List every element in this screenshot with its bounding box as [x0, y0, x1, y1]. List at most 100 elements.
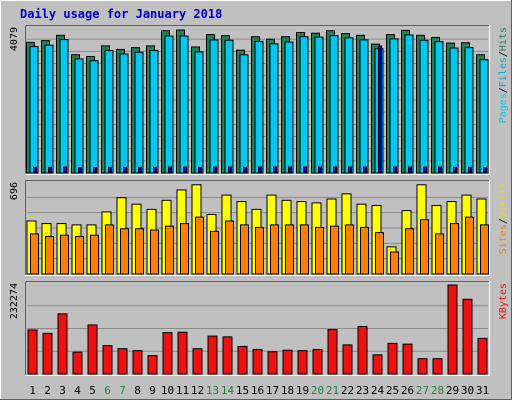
- bar-kbytes-30: [462, 298, 473, 375]
- bar-pages-23: [363, 166, 367, 174]
- bar-sites-30: [465, 216, 474, 275]
- panel-hits-files-pages: 4079 Pages/Files/Hits: [9, 25, 509, 175]
- bar-kbytes-5: [87, 324, 98, 375]
- bar-files-9: [149, 49, 159, 174]
- bar-pages-22: [348, 166, 352, 174]
- day-label-11: 11: [176, 384, 189, 397]
- bar-files-21: [329, 35, 339, 174]
- bar-pages-8: [138, 166, 142, 174]
- bar-kbytes-1: [27, 329, 38, 375]
- bar-kbytes-26: [402, 343, 413, 375]
- day-label-22: 22: [341, 384, 354, 397]
- bar-sites-4: [75, 236, 84, 275]
- bar-files-31: [479, 59, 489, 174]
- bar-kbytes-20: [312, 348, 323, 375]
- day-label-28: 28: [431, 384, 444, 397]
- bar-kbytes-11: [177, 331, 188, 375]
- panel-kbytes: 232274 KBytes: [9, 281, 509, 376]
- bar-kbytes-7: [117, 348, 128, 375]
- bar-files-18: [284, 41, 294, 174]
- bar-pages-15: [243, 166, 247, 174]
- bar-files-15: [239, 54, 249, 174]
- bar-kbytes-2: [42, 332, 53, 375]
- bar-sites-23: [360, 226, 369, 275]
- bar-pages-2: [48, 166, 52, 174]
- day-label-24: 24: [371, 384, 385, 397]
- day-label-7: 7: [119, 384, 126, 397]
- bar-files-10: [164, 35, 174, 174]
- bar-sites-18: [285, 224, 294, 275]
- bar-pages-13: [213, 166, 217, 174]
- bar-files-12: [194, 51, 204, 174]
- day-label-2: 2: [44, 384, 51, 397]
- bar-pages-28: [438, 166, 442, 174]
- day-label-4: 4: [74, 384, 81, 397]
- legend-part: Pages: [498, 93, 509, 123]
- bar-pages-12: [198, 166, 202, 174]
- legend-part: Files: [498, 57, 509, 87]
- day-label-1: 1: [29, 384, 36, 397]
- bar-pages-1: [33, 166, 37, 174]
- bar-kbytes-22: [342, 344, 353, 375]
- bar-pages-25: [393, 166, 397, 174]
- bar-files-13: [209, 39, 219, 174]
- bar-files-19: [299, 36, 309, 174]
- day-label-23: 23: [356, 384, 369, 397]
- bar-kbytes-8: [132, 350, 143, 375]
- bar-kbytes-16: [252, 348, 263, 375]
- day-label-31: 31: [476, 384, 489, 397]
- bar-sites-8: [135, 228, 144, 275]
- panel-hits-files-pages-max-label: 4079: [9, 27, 20, 51]
- bar-sites-5: [90, 234, 99, 275]
- bar-kbytes-18: [282, 349, 293, 375]
- bar-sites-17: [270, 224, 279, 275]
- panel-hits-files-pages-bars: [26, 29, 489, 174]
- legend-part: Sites: [498, 224, 509, 254]
- bar-kbytes-28: [432, 358, 443, 375]
- day-label-10: 10: [161, 384, 174, 397]
- bar-sites-16: [255, 226, 264, 275]
- chart-title: Daily usage for January 2018: [20, 7, 222, 21]
- bar-pages-16: [258, 166, 262, 174]
- day-label-29: 29: [446, 384, 459, 397]
- panel-kbytes-bars: [27, 284, 488, 375]
- panel-hits-files-pages-legend: Pages/Files/Hits: [498, 27, 509, 123]
- bar-sites-19: [300, 224, 309, 275]
- day-label-26: 26: [401, 384, 414, 397]
- day-label-27: 27: [416, 384, 429, 397]
- bar-kbytes-4: [72, 351, 83, 375]
- bar-kbytes-29: [447, 284, 458, 375]
- panels-layer: 4079Pages/Files/Hits696Sites/Visits23227…: [9, 25, 509, 376]
- bar-sites-10: [165, 225, 174, 275]
- legend-part: Visits: [498, 182, 509, 218]
- bar-sites-22: [345, 224, 354, 275]
- bar-files-7: [119, 53, 129, 174]
- panel-kbytes-legend: KBytes: [498, 283, 509, 319]
- bar-pages-20: [318, 166, 322, 174]
- legend-part: /: [498, 218, 509, 224]
- bar-pages-26: [408, 166, 412, 174]
- bar-pages-17: [273, 166, 277, 174]
- bar-pages-29: [453, 166, 457, 174]
- bar-kbytes-19: [297, 350, 308, 375]
- day-label-3: 3: [59, 384, 66, 397]
- bar-sites-14: [225, 220, 234, 275]
- bar-sites-20: [315, 226, 324, 275]
- bar-pages-11: [183, 166, 187, 174]
- bar-files-2: [44, 44, 54, 174]
- bar-sites-9: [150, 229, 159, 275]
- bar-files-5: [89, 60, 99, 174]
- bar-kbytes-15: [237, 345, 248, 375]
- bar-sites-15: [240, 224, 249, 275]
- bar-sites-6: [105, 224, 114, 275]
- bar-sites-7: [120, 228, 129, 275]
- legend-part: KBytes: [498, 283, 509, 319]
- bar-kbytes-9: [147, 355, 158, 375]
- day-label-15: 15: [236, 384, 249, 397]
- bar-files-30: [464, 47, 474, 174]
- bar-sites-26: [405, 228, 414, 275]
- bar-sites-2: [45, 236, 54, 275]
- bar-files-4: [74, 58, 84, 174]
